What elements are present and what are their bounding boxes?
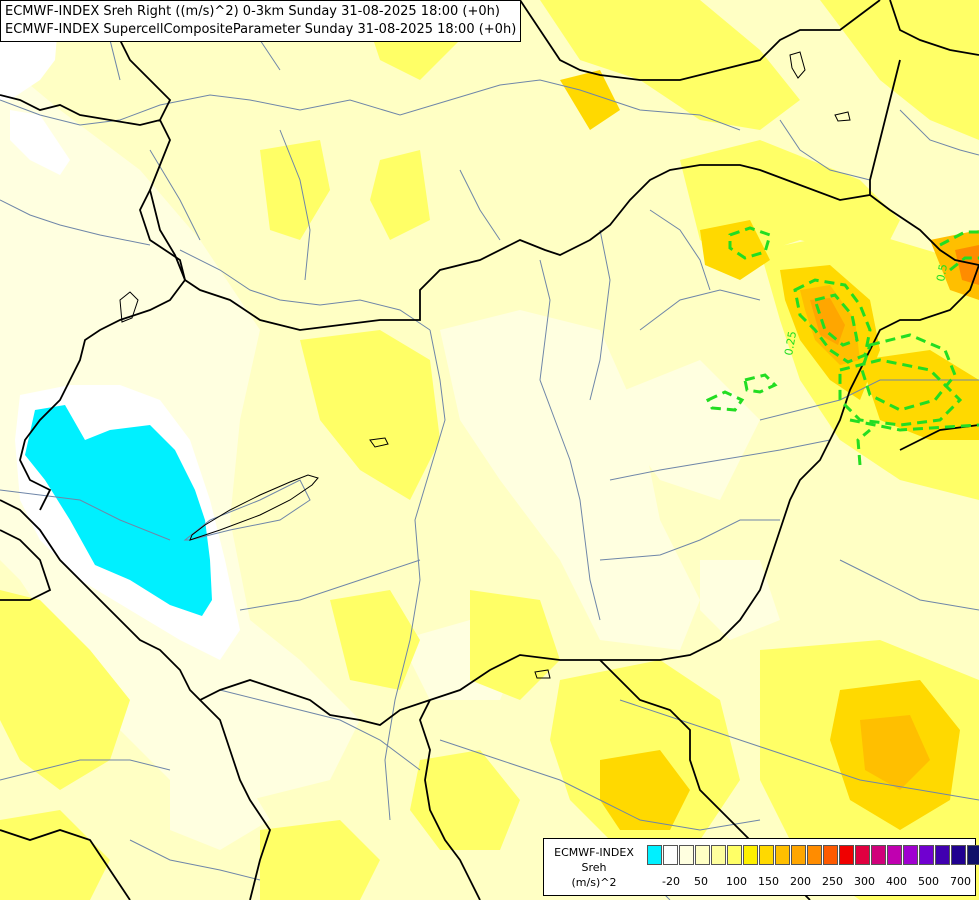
legend-swatch — [823, 845, 838, 865]
legend-swatch — [679, 845, 694, 865]
legend-tick-label: 150 — [758, 875, 779, 888]
legend-swatch — [727, 845, 742, 865]
legend-swatch — [647, 845, 662, 865]
title-line-scp: ECMWF-INDEX SupercellCompositeParameter … — [5, 22, 517, 37]
legend-swatch — [839, 845, 854, 865]
legend-swatch — [855, 845, 870, 865]
legend-tick-label: -20 — [662, 875, 680, 888]
legend-swatch — [887, 845, 902, 865]
legend-tick-label: 50 — [694, 875, 708, 888]
scp-contours — [705, 226, 979, 466]
legend-swatch — [935, 845, 950, 865]
legend-swatch — [903, 845, 918, 865]
legend-title-model: ECMWF-INDEX — [554, 846, 634, 859]
legend-tick-label: 500 — [918, 875, 939, 888]
legend-tick-label: 300 — [854, 875, 875, 888]
legend-swatch — [743, 845, 758, 865]
legend-swatches — [647, 845, 979, 865]
legend-swatch — [967, 845, 979, 865]
title-line-sreh: ECMWF-INDEX Sreh Right ((m/s)^2) 0-3km S… — [5, 4, 500, 19]
legend-tick-label: 250 — [822, 875, 843, 888]
legend-title-units: (m/s)^2 — [571, 876, 617, 889]
color-legend: ECMWF-INDEX Sreh (m/s)^2 -20 50 100 150 200 2… — [543, 838, 979, 896]
legend-tick-label: 400 — [886, 875, 907, 888]
legend-swatch — [695, 845, 710, 865]
legend-swatch — [871, 845, 886, 865]
map-title-box: ECMWF-INDEX Sreh Right ((m/s)^2) 0-3km S… — [0, 0, 521, 42]
legend-ticks: -20 50 100 150 200 250 300 400 500 700 — [644, 875, 976, 889]
legend-swatch — [807, 845, 822, 865]
legend-tick-label: 100 — [726, 875, 747, 888]
legend-swatch — [951, 845, 966, 865]
legend-title-variable: Sreh — [581, 861, 607, 874]
legend-swatch — [759, 845, 774, 865]
legend-title: ECMWF-INDEX Sreh (m/s)^2 — [544, 845, 644, 890]
legend-swatch — [711, 845, 726, 865]
contour-label-05: 0.5 — [934, 263, 950, 282]
legend-swatch — [775, 845, 790, 865]
field-white-zone-2 — [10, 110, 70, 175]
field-cyan-zone[interactable] — [25, 405, 212, 616]
legend-swatch — [791, 845, 806, 865]
lakes — [119, 51, 851, 679]
contour-label-025: 0.25 — [782, 330, 799, 356]
legend-tick-label: 700 — [950, 875, 971, 888]
legend-tick-label: 200 — [790, 875, 811, 888]
legend-swatch — [919, 845, 934, 865]
legend-swatch — [663, 845, 678, 865]
